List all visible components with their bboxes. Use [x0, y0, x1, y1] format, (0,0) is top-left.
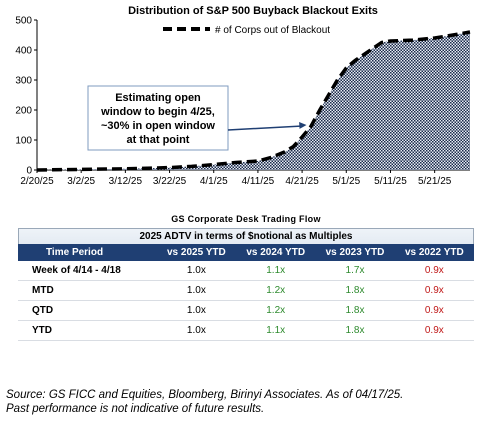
annotation-box [87, 85, 229, 151]
x-tick-label: 2/20/25 [20, 176, 54, 187]
trading-flow-table-section: GS Corporate Desk Trading Flow 2025 ADTV… [18, 214, 474, 341]
table-cell: 1.8x [345, 285, 365, 296]
table-cell: 0.9x [424, 265, 444, 276]
legend-label: # of Corps out of Blackout [215, 25, 330, 36]
row-label: QTD [32, 305, 54, 316]
chart-legend: # of Corps out of Blackout [163, 25, 330, 36]
column-header-vs-2024-ytd: vs 2024 YTD [246, 247, 306, 258]
table-cell: 1.2x [266, 305, 286, 316]
chart-title: Distribution of S&P 500 Buyback Blackout… [128, 5, 378, 17]
table-cell: 1.8x [345, 325, 365, 336]
table-cell: 1.7x [345, 265, 365, 276]
series-line [36, 30, 471, 172]
x-tick-label: 4/11/25 [242, 176, 275, 187]
table-subtitle: 2025 ADTV in terms of $notional as Multi… [18, 228, 474, 244]
annotation-arrow-head [299, 121, 307, 129]
source-line: Source: GS FICC and Equities, Bloomberg,… [6, 389, 404, 401]
table-cell: 1.1x [266, 325, 286, 336]
column-header-vs-2022-ytd: vs 2022 YTD [404, 247, 464, 258]
annotation-text-line: ~30% in open window [101, 120, 215, 132]
chart-annotation: Estimating open window to begin 4/25, ~30%… [87, 85, 307, 151]
x-tick-label: 4/21/25 [285, 176, 319, 187]
annotation-arrow-shaft [227, 125, 303, 131]
table-cell: 1.1x [266, 265, 286, 276]
series-area-fill [37, 32, 470, 170]
table-header-row: Time Period vs 2025 YTD vs 2024 YTD vs 2… [18, 244, 474, 261]
x-tick-label: 5/21/25 [418, 176, 452, 187]
annotation-text-line: window to begin 4/25, [100, 106, 215, 118]
table-cell: 0.9x [424, 305, 444, 316]
source-footnote: Source: GS FICC and Equities, Bloomberg,… [6, 388, 496, 416]
x-tick-label: 3/12/25 [109, 176, 143, 187]
table-row: MTD 1.0x 1.2x 1.8x 0.9x [18, 281, 474, 301]
table-row: Week of 4/14 - 4/18 1.0x 1.1x 1.7x 0.9x [18, 261, 474, 281]
table-cell: 1.0x [186, 265, 206, 276]
y-tick-label: 500 [15, 16, 32, 27]
table-body: Week of 4/14 - 4/18 1.0x 1.1x 1.7x 0.9x … [18, 261, 474, 341]
column-header-vs-2023-ytd: vs 2023 YTD [325, 247, 385, 258]
column-header-time-period: Time Period [46, 247, 104, 258]
column-header-vs-2025-ytd: vs 2025 YTD [167, 247, 226, 258]
row-label: YTD [32, 325, 52, 336]
y-tick-label: 300 [15, 76, 32, 87]
chart-plot-area [36, 30, 471, 172]
x-tick-label: 4/1/25 [200, 176, 228, 187]
table-cell: 1.2x [266, 285, 286, 296]
annotation-text-line: Estimating open [115, 92, 201, 104]
x-tick-label: 3/2/25 [67, 176, 95, 187]
table-cell: 0.9x [424, 285, 444, 296]
table-header: Time Period vs 2025 YTD vs 2024 YTD vs 2… [18, 244, 474, 261]
annotation-text-line: at that point [127, 134, 190, 146]
y-tick-label: 400 [15, 46, 32, 57]
x-tick-label: 5/1/25 [332, 176, 360, 187]
table-cell: 1.8x [345, 305, 365, 316]
y-tick-label: 100 [15, 136, 32, 147]
x-tick-label: 3/22/25 [153, 176, 187, 187]
table-title: GS Corporate Desk Trading Flow [171, 214, 321, 224]
x-tick-label: 5/11/25 [374, 176, 407, 187]
table-row: QTD 1.0x 1.2x 1.8x 0.9x [18, 301, 474, 321]
y-tick-label: 0 [26, 166, 32, 177]
disclaimer-line: Past performance is not indicative of fu… [6, 403, 265, 415]
table-cell: 0.9x [424, 325, 444, 336]
row-label: MTD [32, 285, 54, 296]
table-cell: 1.0x [186, 285, 206, 296]
blackout-exits-chart: Distribution of S&P 500 Buyback Blackout… [15, 5, 471, 187]
table-cell: 1.0x [186, 305, 206, 316]
row-label: Week of 4/14 - 4/18 [32, 265, 121, 276]
table-cell: 1.0x [186, 325, 206, 336]
y-tick-label: 200 [15, 106, 32, 117]
table-row: YTD 1.0x 1.1x 1.8x 0.9x [18, 321, 474, 341]
trading-flow-table: Time Period vs 2025 YTD vs 2024 YTD vs 2… [18, 244, 474, 341]
